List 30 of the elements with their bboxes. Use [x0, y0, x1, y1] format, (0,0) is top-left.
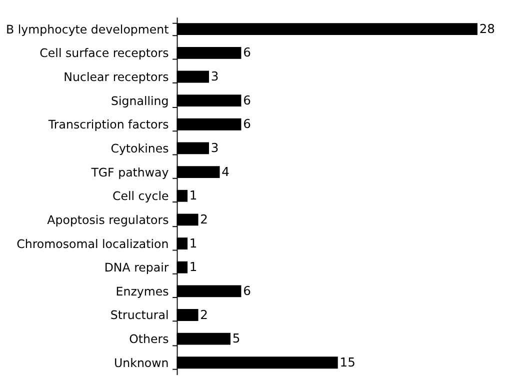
y-tick-label: Enzymes [116, 284, 169, 298]
y-tick-label: Nuclear receptors [64, 70, 169, 84]
data-label: 4 [222, 164, 230, 179]
data-label: 5 [232, 332, 240, 346]
data-label: 3 [210, 140, 219, 155]
y-tick-label: Transcription factors [47, 118, 169, 132]
data-label: 6 [243, 46, 252, 60]
y-tick-label: Cell surface receptors [40, 46, 169, 60]
data-label: 6 [243, 117, 252, 132]
y-tick-label: Structural [110, 308, 169, 322]
y-tick-label: Signalling [111, 94, 169, 108]
y-tick-label: DNA repair [104, 260, 169, 275]
y-tick-label: Apoptosis regulators [47, 212, 169, 227]
y-tick-label: Cytokines [110, 141, 169, 156]
data-label: 1 [189, 260, 198, 274]
data-label: 15 [340, 355, 356, 370]
data-label: 1 [189, 236, 198, 250]
y-tick-label: Unknown [114, 356, 169, 370]
data-label: 3 [210, 70, 219, 84]
data-label: 2 [200, 212, 208, 226]
data-label: 1 [189, 188, 198, 203]
data-label: 6 [243, 93, 252, 108]
y-tick-label: Cell cycle [112, 189, 169, 204]
y-tick-label: Others [129, 332, 169, 346]
y-tick-label: B lymphocyte development [6, 22, 170, 36]
y-tick-label: Chromosomal localization [16, 236, 169, 251]
data-label: 6 [243, 284, 252, 298]
y-tick-label: TGF pathway [90, 165, 169, 180]
data-label: 2 [200, 308, 208, 322]
data-label: 28 [479, 22, 495, 36]
